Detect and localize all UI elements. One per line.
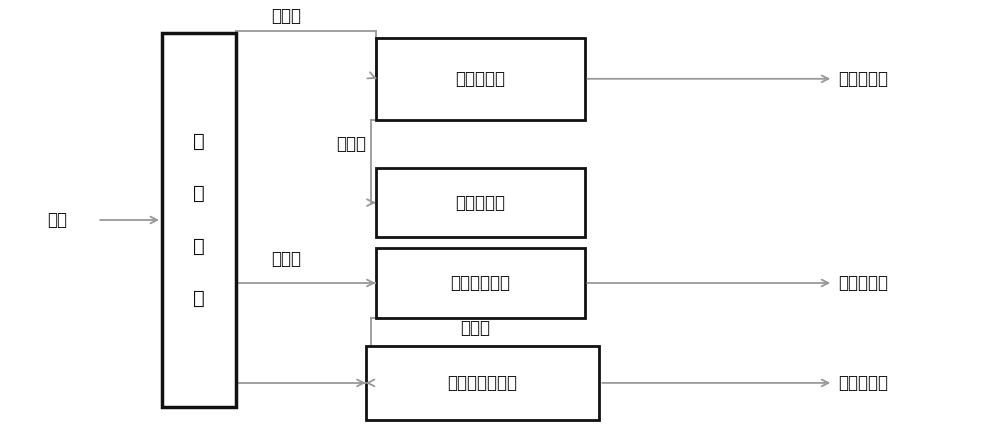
Text: 溶剂抄提脱硫: 溶剂抄提脱硫 (450, 274, 510, 292)
Text: 脱硫中馏分: 脱硫中馏分 (838, 274, 888, 292)
Text: 富硫油: 富硫油 (460, 319, 490, 337)
Bar (366, 346, 599, 420)
Text: 富硫油: 富硫油 (336, 135, 366, 153)
Text: 轻馏剖: 轻馏剖 (271, 7, 301, 25)
Text: 中馏剖: 中馏剖 (271, 250, 301, 268)
Text: 割: 割 (193, 289, 205, 308)
Text: 选择性加氢脱硫: 选择性加氢脱硫 (448, 374, 518, 392)
Text: 分: 分 (193, 184, 205, 203)
Text: 切: 切 (193, 237, 205, 256)
Bar (376, 248, 585, 318)
Text: 馏: 馏 (193, 132, 205, 151)
Text: 抄提脱硫醇: 抄提脱硫醇 (455, 70, 505, 88)
Text: 脱硫轻馏分: 脱硫轻馏分 (838, 70, 888, 88)
Text: 稳汽: 稳汽 (47, 211, 67, 229)
Bar (162, 33, 236, 407)
Text: 脱硫重馏分: 脱硫重馏分 (838, 374, 888, 392)
Bar (376, 168, 585, 237)
Text: 酸性水洗涤: 酸性水洗涤 (455, 194, 505, 212)
Bar (376, 37, 585, 120)
